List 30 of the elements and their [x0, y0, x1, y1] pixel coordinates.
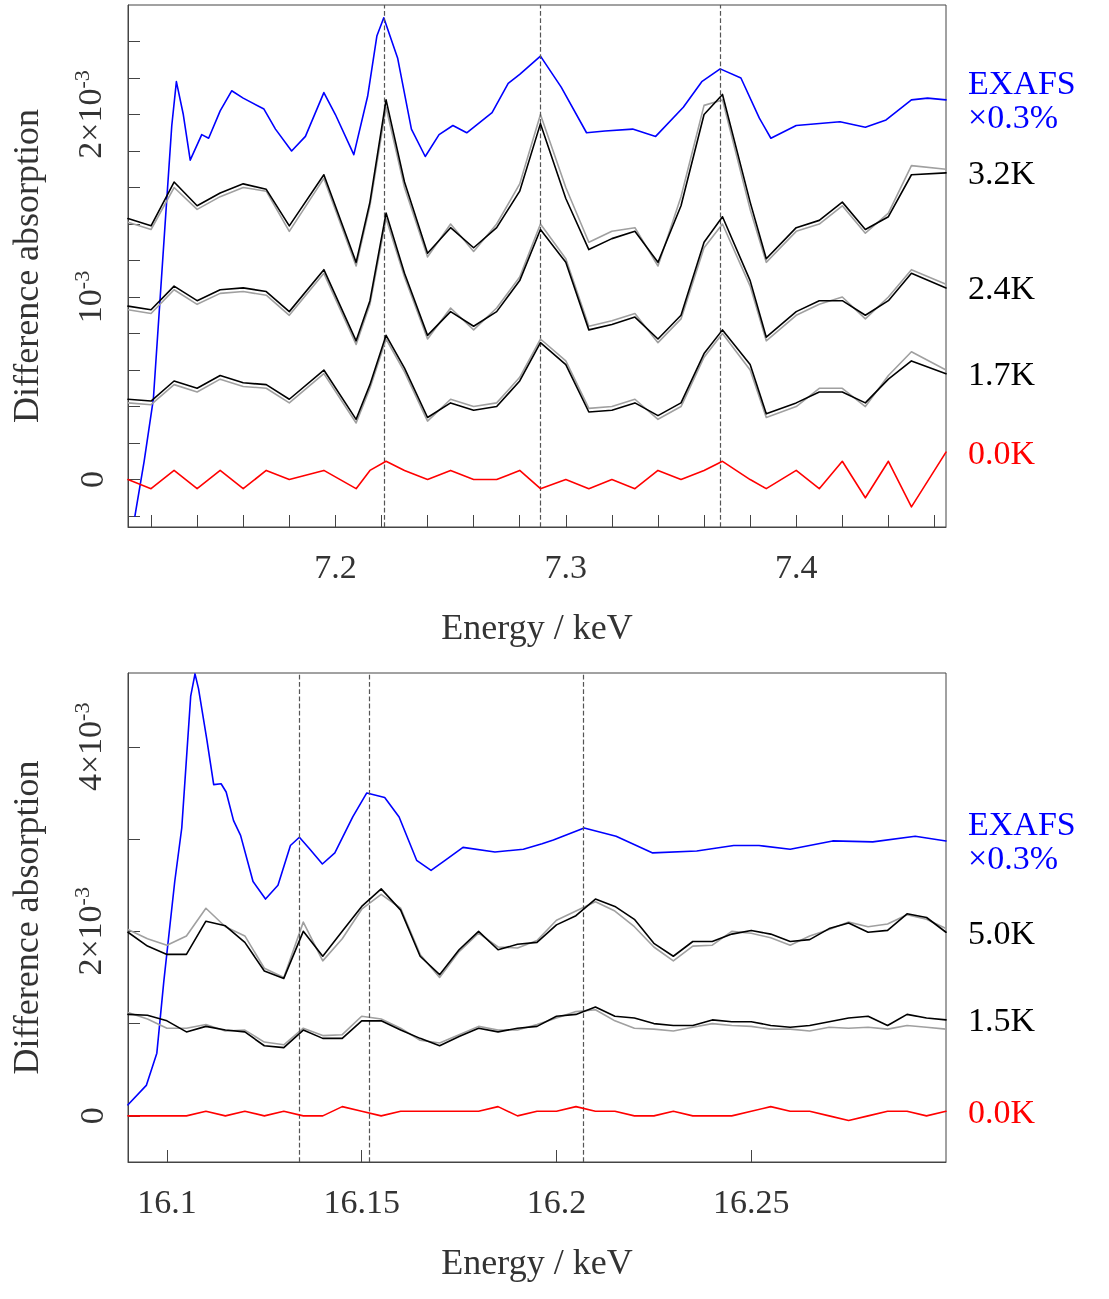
line-series	[127, 451, 947, 508]
series-label: 0.0K	[968, 1092, 1036, 1130]
x-tick-label: 7.4	[774, 547, 818, 585]
series-label: 1.5K	[968, 1001, 1036, 1039]
y-tick-label: 10-3	[68, 270, 108, 324]
line-series	[127, 1105, 947, 1122]
y-axis-title: Difference absorption	[6, 108, 46, 424]
y-tick-label: 0	[72, 471, 110, 489]
y-tick-label: 2×10-3	[68, 887, 108, 976]
x-axis-title: Energy / keV	[441, 1242, 633, 1282]
y-axis-title: Difference absorption	[6, 760, 46, 1075]
line-series	[127, 673, 947, 1106]
series-label: 1.7K	[968, 355, 1036, 393]
x-tick-label: 16.15	[323, 1182, 400, 1220]
y-tick-label: 0	[72, 1107, 110, 1125]
x-tick-label: 16.2	[526, 1182, 587, 1220]
x-tick-label: 7.3	[544, 547, 588, 585]
series-label: 5.0K	[968, 913, 1036, 951]
x-tick-label: 16.25	[712, 1182, 790, 1220]
x-tick-label: 7.2	[314, 547, 357, 585]
x-tick-label: 16.1	[137, 1182, 197, 1220]
series-label: EXAFS ×0.3%	[968, 64, 1085, 136]
line-series	[134, 16, 947, 517]
series-label: EXAFS ×0.3%	[968, 805, 1085, 877]
y-tick-label: 2×10-3	[68, 70, 108, 159]
series-label: 3.2K	[968, 154, 1036, 192]
x-axis-title: Energy / keV	[441, 607, 633, 647]
series-label: 0.0K	[968, 433, 1036, 471]
series-label: 2.4K	[968, 269, 1036, 307]
y-tick-label: 4×10-3	[68, 702, 108, 792]
